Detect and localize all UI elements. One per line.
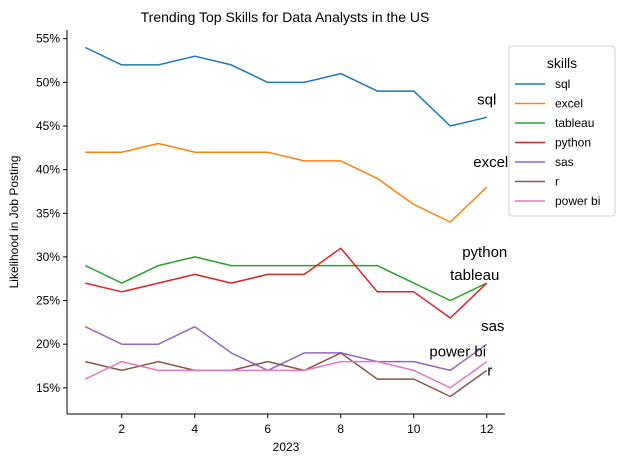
x-tick-label: 4 (191, 422, 198, 436)
series-lines (84, 46, 488, 398)
y-axis: 15% 20% 25% 30% 35% 40% 45% 50% 55% (36, 30, 68, 414)
legend-label-python: python (555, 136, 591, 150)
x-tick-label: 10 (407, 422, 421, 436)
end-label-tableau: tableau (450, 267, 499, 284)
end-label-sql: sql (477, 91, 496, 108)
y-tick-label: 45% (36, 119, 60, 133)
end-label-python: python (462, 244, 507, 261)
x-tick-label: 12 (480, 422, 494, 436)
x-tick-label: 2 (118, 422, 125, 436)
series-line-sql (84, 46, 487, 127)
y-tick-label: 35% (36, 206, 60, 220)
end-label-r: r (487, 362, 492, 379)
legend-box (508, 45, 616, 217)
legend-label-power-bi: power bi (555, 194, 600, 208)
series-line-tableau (84, 256, 488, 302)
y-tick-label: 20% (36, 337, 60, 351)
series-line-power-bi (84, 360, 488, 389)
y-tick-label: 50% (36, 75, 60, 89)
y-axis-label: Likelihood in Job Posting (7, 156, 21, 289)
end-label-sas: sas (481, 318, 504, 335)
series-line-r (85, 352, 488, 398)
legend-title: skills (547, 55, 577, 71)
x-axis-label: 2023 (273, 440, 300, 454)
x-tick-label: 8 (337, 422, 344, 436)
end-label-excel: excel (473, 154, 508, 171)
series-line-excel (85, 142, 488, 223)
chart-title: Trending Top Skills for Data Analysts in… (141, 9, 430, 25)
legend-label-r: r (555, 175, 559, 189)
end-label-power-bi: power bi (429, 344, 486, 361)
series-line-python (85, 247, 488, 319)
series-line-sas (84, 325, 488, 372)
y-tick-label: 25% (36, 294, 60, 308)
y-tick-label: 30% (36, 250, 60, 264)
legend: skills sql excel tableau python sas r power bi (508, 45, 616, 217)
x-tick-label: 6 (264, 422, 271, 436)
y-tick-label: 55% (36, 32, 60, 46)
legend-label-sas: sas (555, 155, 574, 169)
legend-label-tableau: tableau (555, 116, 594, 130)
y-tick-label: 40% (36, 163, 60, 177)
y-tick-label: 15% (36, 381, 60, 395)
legend-label-sql: sql (555, 77, 570, 91)
x-axis: 2 4 6 8 10 12 (67, 413, 505, 436)
legend-label-excel: excel (555, 97, 583, 111)
